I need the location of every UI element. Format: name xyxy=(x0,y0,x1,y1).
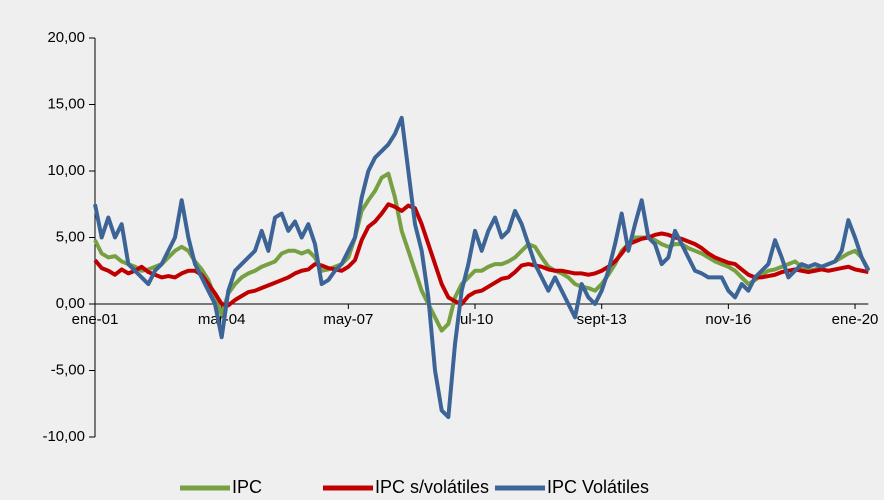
x-tick-label: sept-13 xyxy=(577,311,627,328)
y-tick-label: 20,00 xyxy=(47,29,85,46)
x-tick-label: ene-01 xyxy=(72,311,119,328)
x-tick-label: jul-10 xyxy=(456,311,494,328)
legend-label: IPC s/volátiles xyxy=(375,477,489,497)
y-tick-label: -5,00 xyxy=(51,361,85,378)
x-tick-label: mar-04 xyxy=(198,311,246,328)
series-line xyxy=(93,202,869,308)
legend-label: IPC xyxy=(232,477,262,497)
x-tick-label: nov-16 xyxy=(705,311,751,328)
y-tick-label: 5,00 xyxy=(56,228,85,245)
series-line xyxy=(93,115,871,420)
legend-label: IPC Volátiles xyxy=(547,477,649,497)
series-line xyxy=(93,171,871,333)
y-tick-label: 15,00 xyxy=(47,95,85,112)
y-tick-label: 0,00 xyxy=(56,295,85,312)
x-tick-label: may-07 xyxy=(323,311,373,328)
x-tick-label: ene-20 xyxy=(832,311,879,328)
y-tick-label: -10,00 xyxy=(42,428,85,445)
y-tick-label: 10,00 xyxy=(47,162,85,179)
